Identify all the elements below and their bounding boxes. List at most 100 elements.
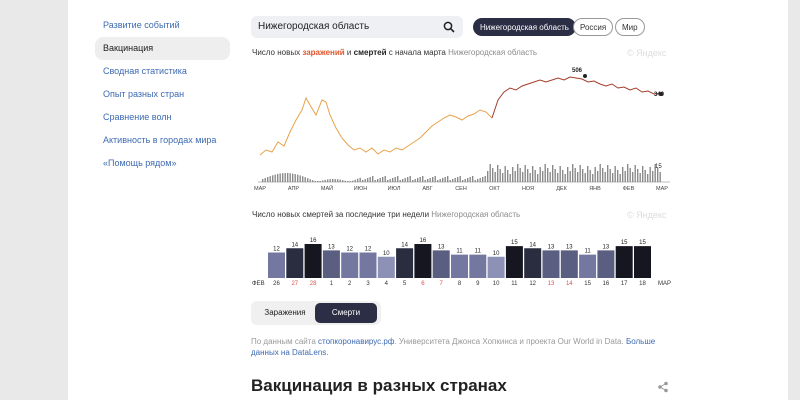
bottom-chart-region: Нижегородская область (431, 210, 521, 219)
deaths-histogram-bar (477, 179, 479, 182)
deaths-histogram-bar (577, 172, 579, 182)
browser-frame-left (0, 0, 68, 400)
bottom-chart-title: Число новых смертей за последние три нед… (252, 210, 430, 219)
deaths-bar[interactable] (322, 250, 340, 278)
deaths-histogram-bar (584, 173, 586, 182)
toggle-cases[interactable]: Заражения (264, 308, 306, 317)
deaths-histogram-bar (469, 177, 471, 182)
sidebar-item-summary[interactable]: Сводная статистика (103, 66, 187, 76)
cases-line-early (259, 96, 493, 156)
deaths-bar[interactable] (634, 246, 651, 278)
deaths-histogram-bar (487, 171, 489, 182)
peak-label: 506 (572, 68, 583, 74)
deaths-bar[interactable] (359, 252, 377, 279)
deaths-histogram-bar (609, 169, 611, 182)
deaths-histogram-bar (437, 180, 439, 182)
deaths-histogram-bar (524, 165, 526, 182)
sidebar-item-cities[interactable]: Активность в городах мира (103, 135, 217, 145)
deaths-bar[interactable] (451, 254, 468, 278)
deaths-bar[interactable] (414, 244, 432, 278)
deaths-bar[interactable] (560, 250, 578, 278)
bar-value-label: 13 (328, 244, 335, 250)
bar-category-label: 15 (584, 281, 591, 287)
share-icon[interactable] (657, 381, 669, 393)
month-tick-label: МАР (656, 186, 668, 192)
deaths-histogram-bar (272, 175, 274, 182)
sidebar-item-waves[interactable]: Сравнение волн (103, 112, 172, 122)
deaths-histogram-bar (507, 170, 509, 182)
sidebar-item-events[interactable]: Развитие событий (103, 20, 180, 30)
deaths-histogram-bar (374, 180, 376, 182)
deaths-histogram-bar (404, 178, 406, 182)
chip-world[interactable]: Мир (615, 18, 645, 36)
toggle-deaths[interactable]: Смерти (315, 303, 377, 323)
region-search[interactable]: Нижегородская область (251, 16, 463, 38)
source-link-datalens[interactable]: Больше данных на DataLens. (251, 337, 656, 357)
bar-value-label: 13 (603, 244, 610, 250)
deaths-histogram-bar (544, 164, 546, 182)
bar-value-label: 10 (493, 251, 500, 257)
deaths-histogram-bar (367, 178, 369, 182)
deaths-bar[interactable] (268, 252, 285, 279)
sidebar-item-countries[interactable]: Опыт разных стран (103, 89, 185, 99)
bar-category-label: 7 (440, 281, 444, 287)
deaths-bar[interactable] (542, 250, 560, 278)
deaths-histogram-bar (282, 173, 284, 182)
deaths-bar[interactable] (341, 252, 359, 279)
deaths-bar[interactable] (396, 248, 414, 278)
deaths-histogram-bar (534, 170, 536, 182)
deaths-bar[interactable] (432, 250, 450, 278)
search-input-value[interactable]: Нижегородская область (258, 21, 370, 32)
sidebar-item-help[interactable]: «Помощь рядом» (103, 158, 177, 168)
deaths-histogram-bar (647, 174, 649, 182)
deaths-bar[interactable] (615, 246, 633, 278)
deaths-bar[interactable] (579, 254, 597, 278)
deaths-histogram-bar (344, 180, 346, 182)
deaths-histogram-bar (457, 177, 459, 182)
deaths-histogram-bar (434, 176, 436, 182)
deaths-histogram-bar (629, 168, 631, 182)
sidebar-item-vaccination[interactable]: Вакцинация (95, 37, 230, 60)
deaths-histogram-bar (439, 179, 441, 182)
deaths-histogram-bar (499, 169, 501, 182)
deaths-histogram-bar (562, 170, 564, 182)
deaths-histogram-bar (302, 176, 304, 182)
deaths-bar[interactable] (286, 248, 304, 278)
month-start-label: ФЕВ (252, 281, 265, 287)
search-icon[interactable] (443, 21, 455, 33)
deaths-bar[interactable] (304, 244, 322, 278)
cases-line-late (491, 76, 661, 119)
bar-category-label: 4 (385, 281, 389, 287)
deaths-histogram-bar (427, 179, 429, 182)
deaths-histogram-bar (292, 173, 294, 182)
deaths-histogram-bar (262, 179, 264, 182)
deaths-histogram-bar (444, 177, 446, 182)
month-tick-label: НОЯ (522, 186, 534, 192)
deaths-bar[interactable] (487, 256, 505, 278)
bar-category-label: 1 (330, 281, 334, 287)
deaths-histogram-bar (364, 179, 366, 182)
chip-region[interactable]: Нижегородская область (473, 18, 576, 36)
deaths-bar[interactable] (524, 248, 542, 278)
chip-russia[interactable]: Россия (573, 18, 614, 36)
deaths-histogram-bar (604, 172, 606, 182)
deaths-bar[interactable] (505, 246, 523, 278)
deaths-bar[interactable] (597, 250, 615, 278)
deaths-histogram-bar (422, 176, 424, 182)
month-tick-label: АПР (288, 186, 300, 192)
deaths-histogram-bar (309, 179, 311, 182)
deaths-histogram-bar (394, 177, 396, 182)
yandex-watermark: © Яндекс (627, 48, 667, 58)
deaths-histogram-bar (554, 169, 556, 182)
deaths-histogram-bar (502, 173, 504, 182)
bar-value-label: 12 (273, 247, 280, 253)
deaths-histogram-bar (287, 173, 289, 182)
deaths-histogram-bar (472, 176, 474, 182)
chart-toggle: Заражения Смерти (251, 301, 381, 325)
deaths-bar[interactable] (377, 256, 395, 278)
deaths-histogram-bar (594, 167, 596, 182)
deaths-bar[interactable] (469, 254, 487, 278)
bar-category-label: 11 (511, 281, 518, 287)
source-link-stopcorona[interactable]: стопкоронавирус.рф (318, 337, 395, 346)
deaths-histogram-bar (352, 180, 354, 182)
